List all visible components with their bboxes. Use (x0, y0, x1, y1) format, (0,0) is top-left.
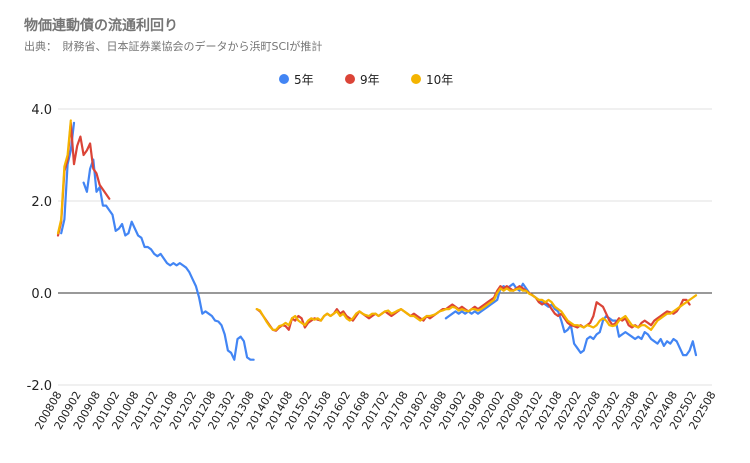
legend-label-1: 5年 (294, 73, 314, 87)
y-tick-label: 0.0 (31, 287, 52, 302)
legend-label-2: 9年 (360, 73, 380, 87)
chart-subtitle: 出典： 財務省、日本証券業協会のデータから浜町SCIが推計 (24, 39, 322, 53)
plot-area (56, 119, 698, 361)
legend-swatch-1 (279, 74, 289, 84)
series-line-3 (56, 119, 698, 331)
y-tick-label: 4.0 (31, 103, 52, 118)
legend-swatch-3 (411, 74, 421, 84)
x-axis: 2008082009022009082010022010082011022011… (32, 389, 718, 432)
y-axis: 4.0 2.0 0.0 -2.0 (27, 103, 52, 394)
series-line-2 (56, 121, 691, 332)
chart-title: 物価連動債の流通利回り (24, 17, 178, 34)
legend: 5年 9年 10年 (279, 73, 453, 87)
legend-label-3: 10年 (426, 73, 453, 87)
legend-swatch-2 (345, 74, 355, 84)
gridlines (58, 108, 712, 386)
y-tick-label: -2.0 (27, 379, 52, 394)
y-tick-label: 2.0 (31, 195, 52, 210)
series-line-1 (60, 121, 698, 361)
